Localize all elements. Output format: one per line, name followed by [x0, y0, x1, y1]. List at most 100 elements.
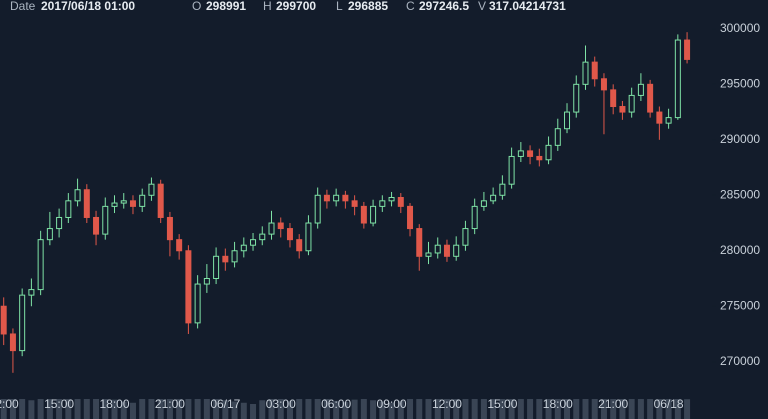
volume-bar: [157, 399, 164, 419]
header-label: L: [336, 0, 343, 13]
candle-body: [425, 252, 432, 257]
candle-body: [416, 228, 423, 257]
volume-bar: [102, 399, 109, 419]
volume-bar: [213, 399, 220, 419]
volume-bar: [490, 399, 497, 419]
candle-body: [656, 111, 663, 124]
candle-body: [573, 83, 580, 113]
volume-bar: [83, 399, 90, 419]
header-value: 317.04214731: [489, 0, 566, 13]
volume-bar: [370, 400, 377, 419]
candle-body: [268, 222, 275, 235]
candle-body: [185, 250, 192, 324]
volume-bar: [351, 399, 358, 419]
volume-bar: [619, 399, 626, 419]
volume-bar: [19, 399, 26, 419]
volume-bar: [564, 399, 571, 419]
header-value: 299700: [276, 0, 316, 13]
x-tick-label: 15:00: [44, 397, 74, 411]
x-tick-label: 09:00: [377, 397, 407, 411]
volume-bar: [65, 399, 72, 419]
volume-bar: [185, 399, 192, 419]
y-tick-label: 280000: [720, 243, 760, 257]
candle-body: [213, 255, 220, 279]
volume-bar: [56, 399, 63, 419]
volume-bar: [9, 399, 16, 419]
candle-body: [231, 250, 238, 263]
volume-bar: [120, 401, 127, 419]
volume-bar: [573, 399, 580, 419]
volume-bar: [582, 399, 589, 419]
volume-bar: [379, 401, 386, 419]
header-value: 297246.5: [419, 0, 469, 13]
volume-bar: [453, 399, 460, 419]
volume-bar: [665, 399, 672, 419]
candle-body: [360, 205, 367, 224]
x-tick-label: 21:00: [598, 397, 628, 411]
volume-bar: [407, 399, 414, 419]
volume-bar: [527, 399, 534, 419]
volume-bar: [388, 402, 395, 419]
volume-bar: [286, 400, 293, 419]
x-tick-label: 06/17: [210, 397, 240, 411]
candle-body: [37, 239, 44, 291]
candle-body: [397, 197, 404, 207]
candle-body: [637, 83, 644, 96]
candle-body: [545, 144, 552, 161]
volume-bar: [416, 399, 423, 419]
candle-body: [508, 155, 515, 185]
x-tick-label: 03:00: [266, 397, 296, 411]
volume-bar: [333, 400, 340, 419]
candle-body: [102, 205, 109, 235]
volume-bar: [93, 399, 100, 419]
header-value: 296885: [348, 0, 388, 13]
candle-body: [665, 117, 672, 124]
volume-bar: [499, 399, 506, 419]
candle-body: [139, 194, 146, 207]
candle-body: [471, 205, 478, 230]
candle-body: [259, 233, 266, 241]
x-tick-label: 18:00: [99, 397, 129, 411]
candle-body: [148, 183, 155, 196]
volume-bar: [342, 402, 349, 419]
volume-bar: [74, 399, 81, 419]
volume-bar: [194, 399, 201, 419]
volume-bar: [259, 400, 266, 419]
volume-bar: [323, 399, 330, 419]
volume-bar: [277, 399, 284, 419]
candle-body: [342, 194, 349, 202]
candle-body: [176, 239, 183, 252]
candle-body: [194, 283, 201, 324]
candle-body: [619, 106, 626, 113]
volume-bar: [139, 399, 146, 419]
candle-body: [250, 239, 257, 246]
candle-body: [407, 205, 414, 230]
volume-bar: [684, 399, 691, 419]
header-label: Date: [10, 0, 36, 13]
candle-body: [499, 183, 506, 196]
volume-bar: [425, 399, 432, 419]
candle-body: [222, 255, 229, 263]
volume-bar: [545, 399, 552, 419]
candle-body: [56, 216, 63, 230]
candle-body: [370, 205, 377, 224]
volume-bar: [674, 399, 681, 419]
x-tick-label: 12:00: [432, 397, 462, 411]
header-value: 2017/06/18 01:00: [41, 0, 135, 13]
volume-bar: [480, 399, 487, 419]
candle-body: [305, 222, 312, 252]
candle-body: [277, 222, 284, 230]
volume-bar: [554, 399, 561, 419]
volume-bar: [628, 399, 635, 419]
volume-bar: [203, 399, 210, 419]
volume-bar: [176, 399, 183, 419]
volume-bar: [591, 399, 598, 419]
x-tick-label: 18:00: [543, 397, 573, 411]
candle-body: [462, 228, 469, 246]
candle-body: [111, 202, 118, 207]
volume-bar: [0, 399, 7, 419]
header-label: V: [478, 0, 486, 13]
candle-body: [379, 200, 386, 207]
candle-body: [480, 200, 487, 207]
